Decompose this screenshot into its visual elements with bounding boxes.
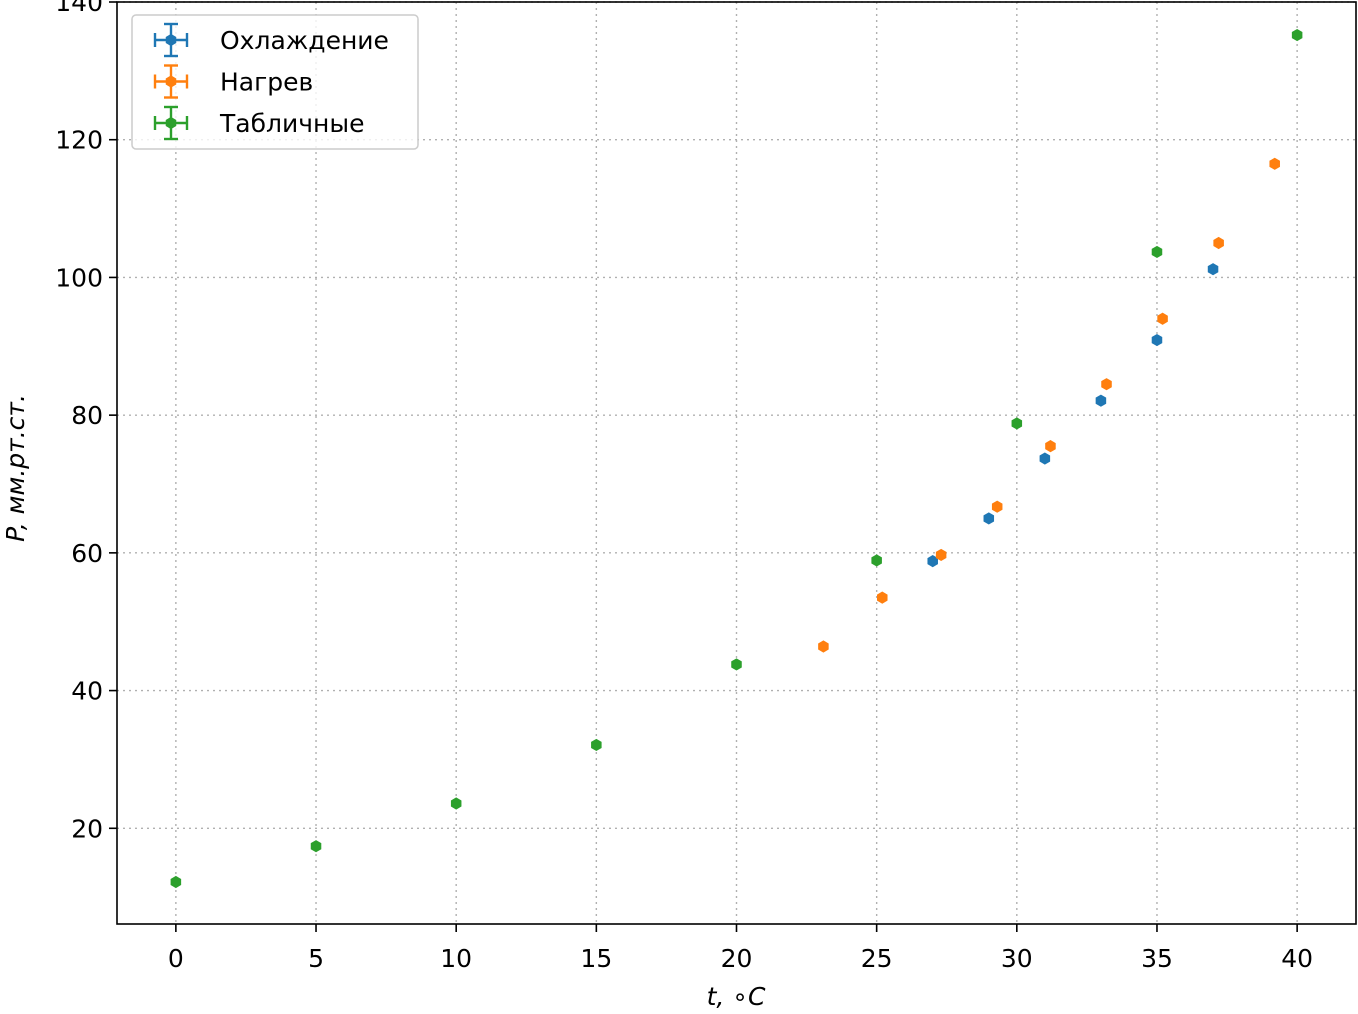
data-point: [1213, 236, 1224, 250]
point-marker: [170, 875, 182, 889]
point-marker: [1039, 452, 1051, 465]
point-marker: [991, 500, 1003, 513]
data-point: [1291, 28, 1303, 42]
data-point: [935, 548, 947, 561]
grid: [117, 1, 1356, 924]
point-marker: [983, 512, 995, 525]
data-point: [1157, 312, 1168, 325]
x-axis-label: t, ∘C: [707, 982, 766, 1011]
data-point: [1101, 378, 1112, 391]
x-tick-label: 10: [440, 944, 472, 973]
y-axis-label: P, мм.рт.ст.: [1, 394, 30, 542]
legend-item: Табличные: [153, 105, 364, 141]
point-marker: [1151, 245, 1163, 259]
legend-marker: [165, 33, 177, 47]
x-tick-label: 40: [1281, 944, 1313, 973]
data-point: [991, 500, 1003, 513]
point-marker: [310, 840, 322, 853]
point-marker: [877, 591, 888, 604]
data-point: [818, 640, 829, 653]
point-marker: [935, 548, 947, 561]
data-point: [1151, 334, 1163, 347]
axis-ticks: 0 5 10 15 20 25 30 35 40 20 40 60 80 100 120 140: [55, 0, 1313, 973]
y-tick-label: 60: [71, 539, 103, 568]
x-tick-label: 0: [168, 944, 184, 973]
point-marker: [1213, 236, 1224, 250]
point-marker: [591, 738, 602, 752]
data-point: [1207, 263, 1219, 276]
data-point: [877, 591, 888, 604]
x-tick-label: 15: [580, 944, 612, 973]
data-point: [983, 512, 995, 525]
x-tick-label: 20: [721, 944, 753, 973]
point-marker: [1207, 263, 1219, 276]
data-point: [1045, 440, 1056, 453]
point-marker: [1291, 28, 1303, 42]
data-point: [170, 875, 182, 889]
series-3: [170, 28, 1303, 889]
point-marker: [1095, 394, 1107, 407]
point-marker: [1151, 334, 1163, 347]
point-marker: [871, 554, 882, 567]
axes-frame: [116, 1, 1357, 925]
x-tick-label: 30: [1001, 944, 1033, 973]
legend-item: Нагрев: [153, 64, 313, 99]
data-point: [1151, 245, 1163, 259]
legend-marker: [165, 75, 177, 88]
data-point: [450, 797, 462, 810]
data-point: [731, 658, 742, 671]
series-1: [927, 263, 1219, 568]
data-point: [1011, 417, 1023, 430]
point-marker: [1269, 157, 1280, 170]
point-marker: [450, 797, 462, 810]
y-tick-label: 120: [55, 126, 103, 155]
point-marker: [1011, 417, 1023, 430]
x-tick-label: 5: [308, 944, 324, 973]
y-tick-label: 80: [71, 401, 103, 430]
x-tick-label: 25: [861, 944, 893, 973]
y-tick-label: 40: [71, 677, 103, 706]
legend-label: Табличные: [219, 109, 364, 138]
y-tick-label: 100: [55, 263, 103, 292]
point-marker: [1101, 378, 1112, 391]
point-marker: [1045, 440, 1056, 453]
data-point: [591, 738, 602, 752]
y-tick-label: 140: [55, 0, 103, 17]
point-marker: [731, 658, 742, 671]
series-2: [818, 157, 1280, 653]
legend-label: Нагрев: [220, 68, 313, 97]
legend: Охлаждение Нагрев Табличные: [131, 14, 419, 150]
legend-box: [131, 14, 419, 150]
point-marker: [818, 640, 829, 653]
legend-item: Охлаждение: [153, 22, 389, 58]
x-tick-label: 35: [1141, 944, 1173, 973]
point-marker: [1157, 312, 1168, 325]
y-tick-label: 20: [71, 814, 103, 843]
legend-marker: [165, 116, 177, 130]
plot-area: [170, 28, 1303, 889]
data-point: [1039, 452, 1051, 465]
legend-label: Охлаждение: [220, 26, 389, 55]
data-point: [1095, 394, 1107, 407]
data-point: [871, 554, 882, 567]
data-point: [310, 840, 322, 853]
data-point: [1269, 157, 1280, 170]
